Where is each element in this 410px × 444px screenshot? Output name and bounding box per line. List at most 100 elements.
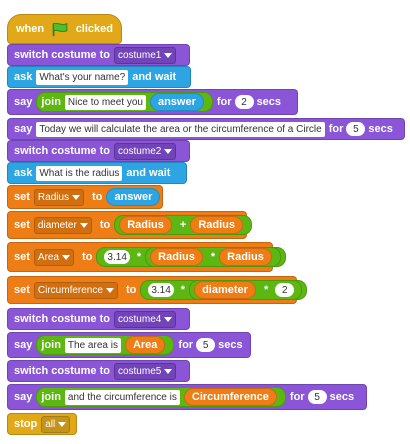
multiply-operator[interactable]: Radius * Radius	[145, 247, 281, 267]
chevron-down-icon	[105, 287, 114, 293]
pi-input[interactable]: 3.14	[148, 283, 174, 297]
times-operator: *	[263, 284, 269, 296]
join-text-input[interactable]: and the circumference is	[64, 389, 180, 405]
set-variable-block[interactable]: set Radius to answer	[7, 185, 163, 209]
block-keyword: say	[14, 123, 33, 135]
block-keyword: switch costume to	[14, 365, 110, 377]
chevron-down-icon	[62, 254, 71, 260]
when-flag-clicked-block[interactable]: when clicked	[7, 14, 122, 44]
secs-input[interactable]: 5	[346, 122, 366, 136]
say-for-secs-block[interactable]: say join Nice to meet you answer for 2 s…	[7, 89, 298, 115]
secs-input[interactable]: 2	[234, 95, 254, 109]
secs-input[interactable]: 5	[196, 338, 216, 352]
to-label: to	[82, 251, 93, 263]
stop-block[interactable]: stop all	[7, 413, 77, 435]
block-keyword: switch costume to	[14, 313, 110, 325]
for-label: for	[289, 391, 305, 403]
block-keyword: ask	[14, 71, 33, 83]
secs-input[interactable]: 5	[307, 390, 327, 404]
for-label: for	[216, 96, 232, 108]
ask-text-input[interactable]: What is the radius	[36, 165, 123, 181]
secs-label: secs	[256, 96, 282, 108]
chevron-down-icon	[58, 421, 67, 427]
diameter-reporter[interactable]: diameter	[194, 281, 256, 299]
chevron-down-icon	[164, 52, 173, 58]
to-label: to	[99, 219, 111, 231]
join-reporter[interactable]: join Nice to meet you answer	[36, 92, 213, 112]
times-operator: *	[180, 284, 186, 296]
chevron-down-icon	[72, 194, 81, 200]
join-label: join	[41, 96, 61, 108]
join-reporter[interactable]: join and the circumference is Circumfere…	[36, 387, 286, 407]
chevron-down-icon	[79, 222, 88, 228]
add-operator[interactable]: Radius + Radius	[114, 215, 253, 235]
join-label: join	[41, 391, 61, 403]
times-operator: *	[136, 251, 142, 263]
block-keyword: say	[14, 391, 33, 403]
to-label: to	[92, 191, 103, 203]
variable-dropdown[interactable]: Area	[33, 248, 75, 266]
block-keyword: ask	[14, 167, 33, 179]
switch-costume-block[interactable]: switch costume to costume5	[7, 360, 190, 382]
times-operator: *	[210, 251, 216, 263]
secs-label: secs	[368, 123, 393, 135]
to-label: to	[125, 284, 137, 296]
costume-dropdown[interactable]: costume2	[113, 142, 177, 160]
block-keyword: set	[14, 284, 30, 296]
circumference-reporter[interactable]: Circumference	[183, 388, 277, 406]
plus-operator: +	[179, 219, 187, 231]
block-keyword: switch costume to	[14, 145, 110, 157]
green-flag-icon	[52, 22, 68, 37]
secs-label: secs	[218, 339, 243, 351]
join-text-input[interactable]: The area is	[64, 337, 121, 353]
costume-dropdown[interactable]: costume4	[113, 310, 177, 328]
block-keyword: say	[14, 339, 33, 351]
join-reporter[interactable]: join The area is Area	[36, 335, 175, 355]
variable-dropdown[interactable]: Circumference	[33, 281, 118, 299]
set-variable-block[interactable]: set Area to 3.14 * Radius * Radius	[7, 242, 286, 272]
block-keyword: say	[14, 96, 33, 108]
block-keyword: set	[14, 251, 30, 263]
hat-suffix: clicked	[75, 23, 113, 35]
variable-dropdown[interactable]: diameter	[33, 216, 92, 234]
join-text-input[interactable]: Nice to meet you	[64, 94, 146, 110]
block-keyword: stop	[14, 418, 38, 430]
radius-reporter[interactable]: Radius	[190, 216, 244, 234]
set-variable-block[interactable]: set diameter to Radius + Radius	[7, 211, 253, 239]
say-for-secs-block[interactable]: say join The area is Area for 5 secs	[7, 332, 251, 358]
ask-block[interactable]: ask What's your name? and wait	[7, 66, 191, 88]
answer-reporter[interactable]: answer	[106, 188, 161, 206]
switch-costume-block[interactable]: switch costume to costume4	[7, 308, 190, 330]
block-keyword: switch costume to	[14, 49, 110, 61]
chevron-down-icon	[164, 148, 173, 154]
ask-text-input[interactable]: What's your name?	[36, 69, 129, 85]
say-text-input[interactable]: Today we will calculate the area or the …	[36, 121, 325, 137]
say-for-secs-block[interactable]: say Today we will calculate the area or …	[7, 118, 405, 140]
stop-option-dropdown[interactable]: all	[41, 415, 71, 433]
radius-reporter[interactable]: Radius	[119, 216, 172, 234]
set-variable-block[interactable]: set Circumference to 3.14 * diameter * 2	[7, 276, 308, 304]
block-keyword: set	[14, 219, 30, 231]
secs-label: secs	[329, 391, 355, 403]
radius-reporter[interactable]: Radius	[150, 248, 203, 266]
costume-dropdown[interactable]: costume5	[113, 362, 177, 380]
answer-reporter[interactable]: answer	[149, 93, 204, 111]
costume-dropdown[interactable]: costume1	[113, 46, 177, 64]
switch-costume-block[interactable]: switch costume to costume1	[7, 44, 190, 66]
for-label: for	[178, 339, 194, 351]
chevron-down-icon	[164, 316, 173, 322]
multiply-operator[interactable]: 3.14 * diameter * 2	[140, 280, 308, 300]
radius-reporter[interactable]: Radius	[219, 248, 272, 266]
area-reporter[interactable]: Area	[124, 336, 166, 354]
ask-block[interactable]: ask What is the radius and wait	[7, 162, 187, 184]
multiply-operator[interactable]: diameter * 2	[189, 280, 303, 300]
multiply-operator[interactable]: 3.14 * Radius * Radius	[96, 247, 286, 267]
switch-costume-block[interactable]: switch costume to costume2	[7, 140, 190, 162]
variable-dropdown[interactable]: Radius	[33, 188, 85, 206]
chevron-down-icon	[164, 368, 173, 374]
say-for-secs-block[interactable]: say join and the circumference is Circum…	[7, 384, 367, 410]
for-label: for	[328, 123, 344, 135]
multiplier-input[interactable]: 2	[275, 283, 295, 297]
pi-input[interactable]: 3.14	[104, 250, 130, 264]
join-label: join	[41, 339, 61, 351]
